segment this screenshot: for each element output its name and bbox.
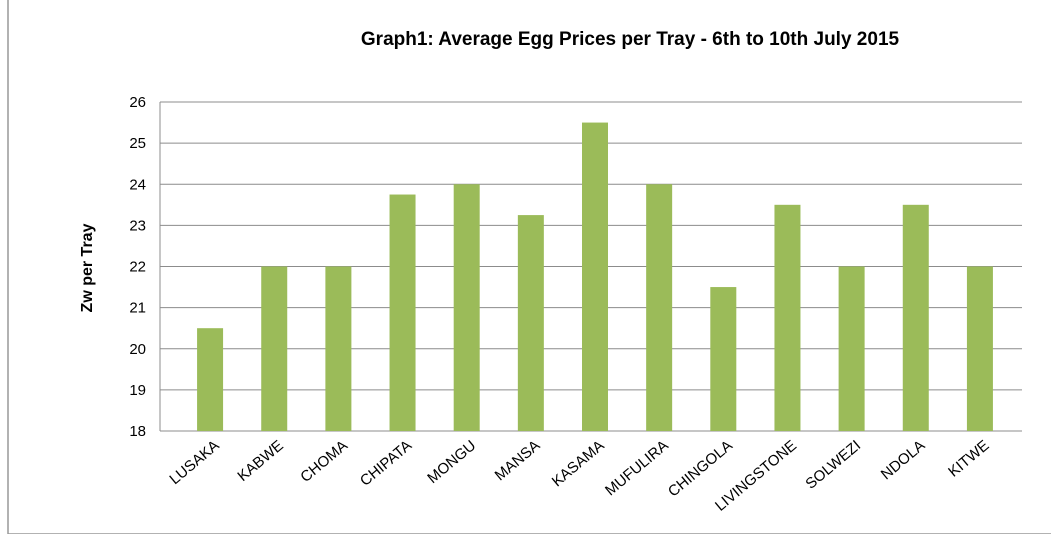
y-tick-label: 26 [129, 94, 146, 111]
chart-title: Graph1: Average Egg Prices per Tray - 6t… [360, 29, 900, 50]
y-tick-label: 24 [129, 176, 146, 193]
x-tick-label: KITWE [945, 437, 992, 481]
x-tick-label: MONGU [424, 437, 479, 487]
bar [582, 122, 608, 431]
bar [902, 204, 929, 431]
x-tick-label: MUFULIRA [602, 437, 672, 499]
y-tick-label: 21 [129, 300, 146, 317]
x-tick-label: SOLWEZI [802, 437, 864, 493]
x-tick-label: KABWE [234, 437, 286, 485]
bar [453, 184, 480, 431]
x-tick-label: NDOLA [878, 437, 929, 483]
bar [325, 266, 352, 431]
bar [517, 215, 544, 431]
chart-frame [7, 0, 1051, 534]
bar [966, 266, 993, 431]
x-tick-label: LUSAKA [166, 437, 222, 488]
y-tick-label: 22 [129, 259, 146, 276]
x-tick-label: MANSA [492, 437, 544, 484]
bar [710, 287, 737, 431]
x-tick-label: CHIPATA [357, 437, 415, 490]
bar [774, 204, 801, 431]
bar [646, 184, 673, 431]
y-tick-label: 18 [129, 423, 146, 440]
y-tick-label: 23 [129, 217, 146, 234]
bar [197, 328, 224, 431]
bar [389, 194, 416, 431]
y-axis-label: Zw per Tray [79, 223, 96, 312]
x-tick-label: CHOMA [297, 437, 351, 486]
x-tick-label: KASAMA [549, 437, 608, 490]
y-tick-label: 25 [129, 135, 146, 152]
y-tick-label: 19 [129, 382, 146, 399]
bar [838, 266, 865, 431]
y-tick-label: 20 [129, 341, 146, 358]
bar [261, 266, 288, 431]
